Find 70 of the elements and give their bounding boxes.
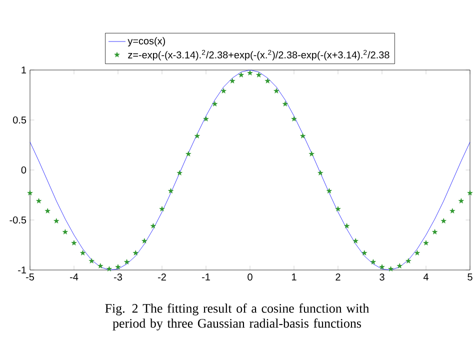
point	[212, 100, 218, 107]
y-tick-label: -1	[18, 266, 26, 274]
legend-label: z=-exp(-(x-3.14).$^{2}$/2.38+exp(-(x.$^{2}$)/2.38-exp(-(x+3.14).$^{2}$/2.38	[128, 50, 390, 60]
y-tick-label: 0	[21, 166, 26, 174]
point	[282, 100, 288, 107]
point	[44, 208, 51, 214]
point	[53, 218, 60, 224]
x-tick-label: 5	[468, 274, 472, 280]
point	[141, 238, 148, 244]
y-tick-label: 1	[22, 66, 26, 74]
point	[185, 150, 192, 157]
point	[62, 228, 68, 235]
point	[220, 88, 227, 94]
point	[326, 188, 332, 194]
point	[352, 238, 359, 244]
point	[88, 258, 95, 264]
point	[106, 266, 112, 272]
y-tick-label: 0.5	[13, 116, 26, 124]
x-tick-label: 4	[423, 274, 428, 280]
x-tick-label: -3	[114, 274, 122, 281]
point	[432, 228, 438, 235]
point	[264, 78, 271, 84]
point	[256, 72, 262, 78]
point	[80, 250, 86, 256]
point	[124, 258, 130, 265]
point	[335, 206, 341, 212]
point	[361, 250, 368, 256]
point	[27, 190, 33, 196]
point	[97, 262, 104, 269]
point	[344, 222, 350, 229]
point	[229, 78, 236, 84]
point	[132, 250, 139, 256]
point	[203, 116, 209, 122]
y-tick-label: -0.5	[10, 216, 26, 224]
x-tick-label: -1	[202, 274, 210, 280]
point	[247, 70, 253, 76]
point	[467, 190, 473, 196]
caption: Fig. 2 The fitting result of a cosine function with period by three Gaussian radial-basis functions	[105, 304, 370, 330]
point	[176, 170, 183, 176]
point	[300, 132, 306, 139]
point	[36, 198, 42, 204]
x-tick-label: -4	[70, 274, 78, 280]
point	[150, 222, 156, 229]
point	[317, 170, 324, 176]
x-tick-label: 2	[336, 274, 340, 280]
point	[423, 240, 429, 246]
point	[308, 150, 315, 157]
point	[449, 208, 456, 214]
legend-label: y=cos(x)	[128, 37, 165, 46]
point	[194, 132, 200, 139]
point	[370, 258, 376, 265]
x-tick-label: -2	[158, 274, 166, 280]
x-tick-label: -5	[26, 274, 34, 280]
x-tick-label: 3	[380, 274, 384, 281]
point	[273, 88, 280, 94]
point	[168, 188, 174, 194]
point	[238, 72, 244, 78]
point	[405, 258, 412, 264]
x-tick-label: 0	[248, 274, 252, 281]
point	[71, 240, 77, 246]
point	[396, 262, 403, 269]
point	[414, 250, 420, 256]
point	[458, 198, 464, 204]
point	[440, 218, 447, 224]
x-tick-label: 1	[292, 274, 296, 280]
point	[291, 116, 297, 122]
point	[115, 264, 121, 270]
point	[388, 266, 394, 272]
point	[379, 264, 385, 270]
point	[159, 206, 165, 212]
